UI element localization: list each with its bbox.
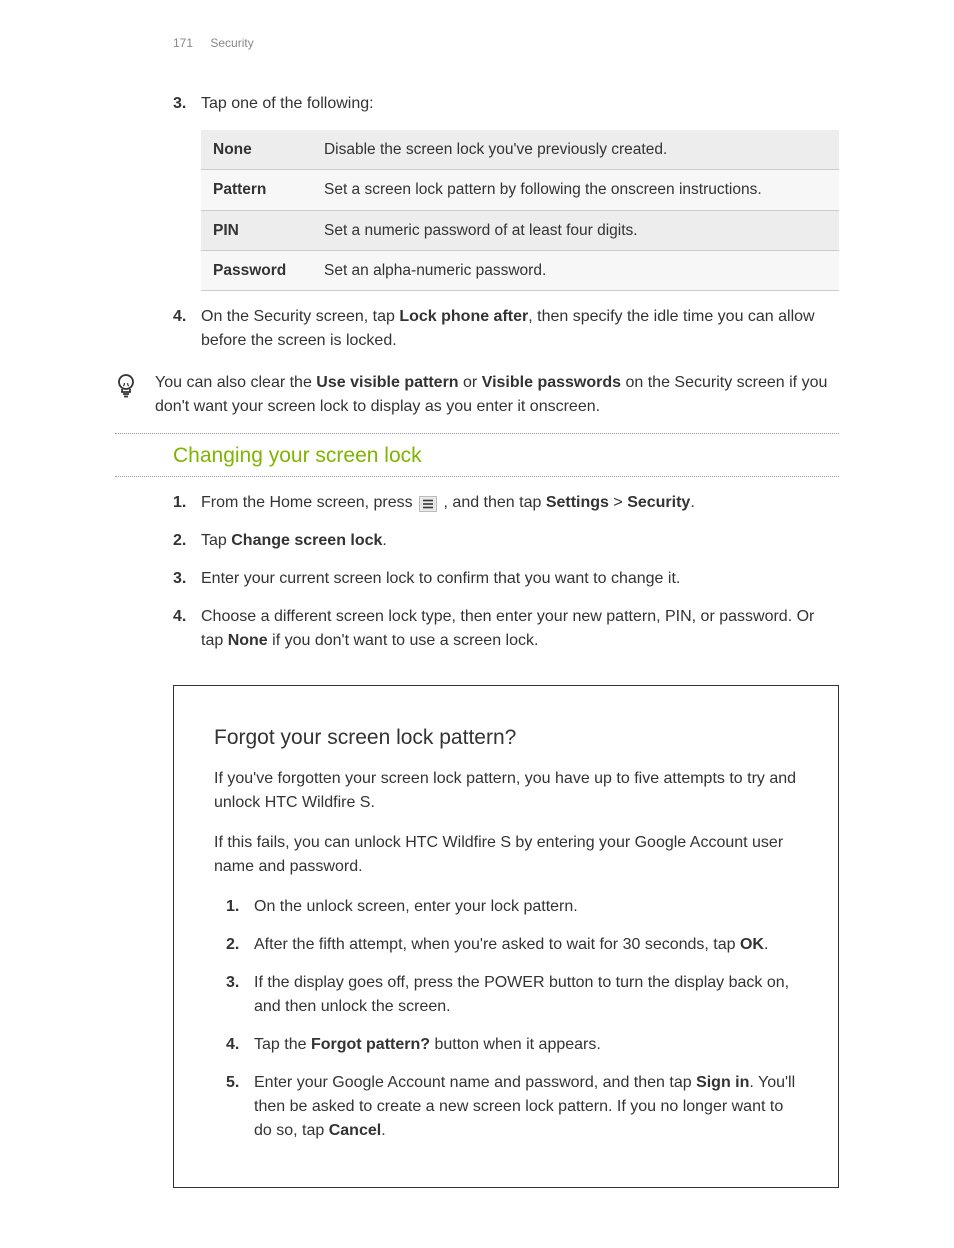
bold-text: Settings	[546, 494, 609, 511]
text-part: or	[459, 374, 482, 391]
list-item: 3. If the display goes off, press the PO…	[226, 971, 798, 1019]
step-number: 4.	[173, 305, 186, 329]
step-number: 2.	[226, 933, 239, 957]
text-part: >	[609, 494, 627, 511]
bold-text: Change screen lock	[231, 532, 382, 549]
step-number: 4.	[226, 1033, 239, 1057]
text-part: You can also clear the	[155, 374, 316, 391]
bold-text: Forgot pattern?	[311, 1036, 430, 1053]
step-3: 3. Tap one of the following: None Disabl…	[173, 92, 839, 291]
option-desc: Set a numeric password of at least four …	[312, 210, 839, 250]
list-item: 4. Choose a different screen lock type, …	[173, 605, 839, 653]
option-desc: Set an alpha-numeric password.	[312, 250, 839, 290]
table-row: Password Set an alpha-numeric password.	[201, 250, 839, 290]
step-number: 2.	[173, 529, 186, 553]
text-part: On the Security screen, tap	[201, 308, 399, 325]
bold-text: Cancel	[329, 1122, 381, 1139]
list-item: 4. Tap the Forgot pattern? button when i…	[226, 1033, 798, 1057]
page-number: 171	[173, 36, 193, 50]
dotted-divider	[115, 476, 839, 477]
step-number: 3.	[173, 92, 186, 116]
option-key: None	[201, 130, 312, 170]
list-item: 2. After the fifth attempt, when you're …	[226, 933, 798, 957]
box-paragraph: If you've forgotten your screen lock pat…	[214, 767, 798, 815]
option-desc: Disable the screen lock you've previousl…	[312, 130, 839, 170]
list-item: 2. Tap Change screen lock.	[173, 529, 839, 553]
list-item: 5. Enter your Google Account name and pa…	[226, 1071, 798, 1143]
bold-text: None	[228, 632, 268, 649]
changing-steps-list: 1. From the Home screen, press , and the…	[173, 491, 839, 653]
box-title: Forgot your screen lock pattern?	[214, 722, 798, 754]
option-key: PIN	[201, 210, 312, 250]
bold-text: OK	[740, 936, 764, 953]
steps-list-top: 3. Tap one of the following: None Disabl…	[173, 92, 839, 353]
bold-text: Lock phone after	[399, 308, 528, 325]
lightbulb-icon	[115, 373, 137, 407]
option-key: Pattern	[201, 170, 312, 210]
text-part: If the display goes off, press the POWER…	[254, 974, 789, 1015]
tip-text: You can also clear the Use visible patte…	[155, 371, 839, 419]
table-row: PIN Set a numeric password of at least f…	[201, 210, 839, 250]
text-part: Enter your Google Account name and passw…	[254, 1074, 696, 1091]
bold-text: Security	[627, 494, 690, 511]
text-part: if you don't want to use a screen lock.	[268, 632, 539, 649]
text-part: Tap	[201, 532, 231, 549]
header-section: Security	[210, 36, 253, 50]
text-part: Tap the	[254, 1036, 311, 1053]
text-part: .	[381, 1122, 385, 1139]
box-paragraph: If this fails, you can unlock HTC Wildfi…	[214, 831, 798, 879]
tip-block: You can also clear the Use visible patte…	[115, 371, 839, 419]
table-row: None Disable the screen lock you've prev…	[201, 130, 839, 170]
bold-text: Visible passwords	[482, 374, 621, 391]
option-desc: Set a screen lock pattern by following t…	[312, 170, 839, 210]
menu-icon	[419, 496, 437, 512]
section-title: Changing your screen lock	[115, 440, 839, 472]
text-part: .	[382, 532, 386, 549]
step-4: 4. On the Security screen, tap Lock phon…	[173, 305, 839, 353]
step-number: 3.	[173, 567, 186, 591]
step-number: 1.	[226, 895, 239, 919]
table-row: Pattern Set a screen lock pattern by fol…	[201, 170, 839, 210]
bold-text: Use visible pattern	[316, 374, 458, 391]
forgot-pattern-box: Forgot your screen lock pattern? If you'…	[173, 685, 839, 1189]
forgot-steps-list: 1. On the unlock screen, enter your lock…	[226, 895, 798, 1143]
step-number: 5.	[226, 1071, 239, 1095]
option-key: Password	[201, 250, 312, 290]
text-part: Enter your current screen lock to confir…	[201, 570, 680, 587]
manual-page: 171 Security 3. Tap one of the following…	[0, 0, 954, 1248]
text-part: .	[690, 494, 694, 511]
step-text: Tap one of the following:	[201, 95, 374, 112]
bold-text: Sign in	[696, 1074, 749, 1091]
text-part: , and then tap	[439, 494, 546, 511]
text-part: From the Home screen, press	[201, 494, 417, 511]
text-part: After the fifth attempt, when you're ask…	[254, 936, 740, 953]
dotted-divider	[115, 433, 839, 434]
list-item: 1. On the unlock screen, enter your lock…	[226, 895, 798, 919]
step-number: 4.	[173, 605, 186, 629]
page-header: 171 Security	[173, 34, 839, 52]
text-part: On the unlock screen, enter your lock pa…	[254, 898, 578, 915]
step-number: 3.	[226, 971, 239, 995]
list-item: 3. Enter your current screen lock to con…	[173, 567, 839, 591]
list-item: 1. From the Home screen, press , and the…	[173, 491, 839, 515]
text-part: .	[764, 936, 768, 953]
lock-options-table: None Disable the screen lock you've prev…	[201, 130, 839, 291]
text-part: button when it appears.	[430, 1036, 601, 1053]
step-number: 1.	[173, 491, 186, 515]
